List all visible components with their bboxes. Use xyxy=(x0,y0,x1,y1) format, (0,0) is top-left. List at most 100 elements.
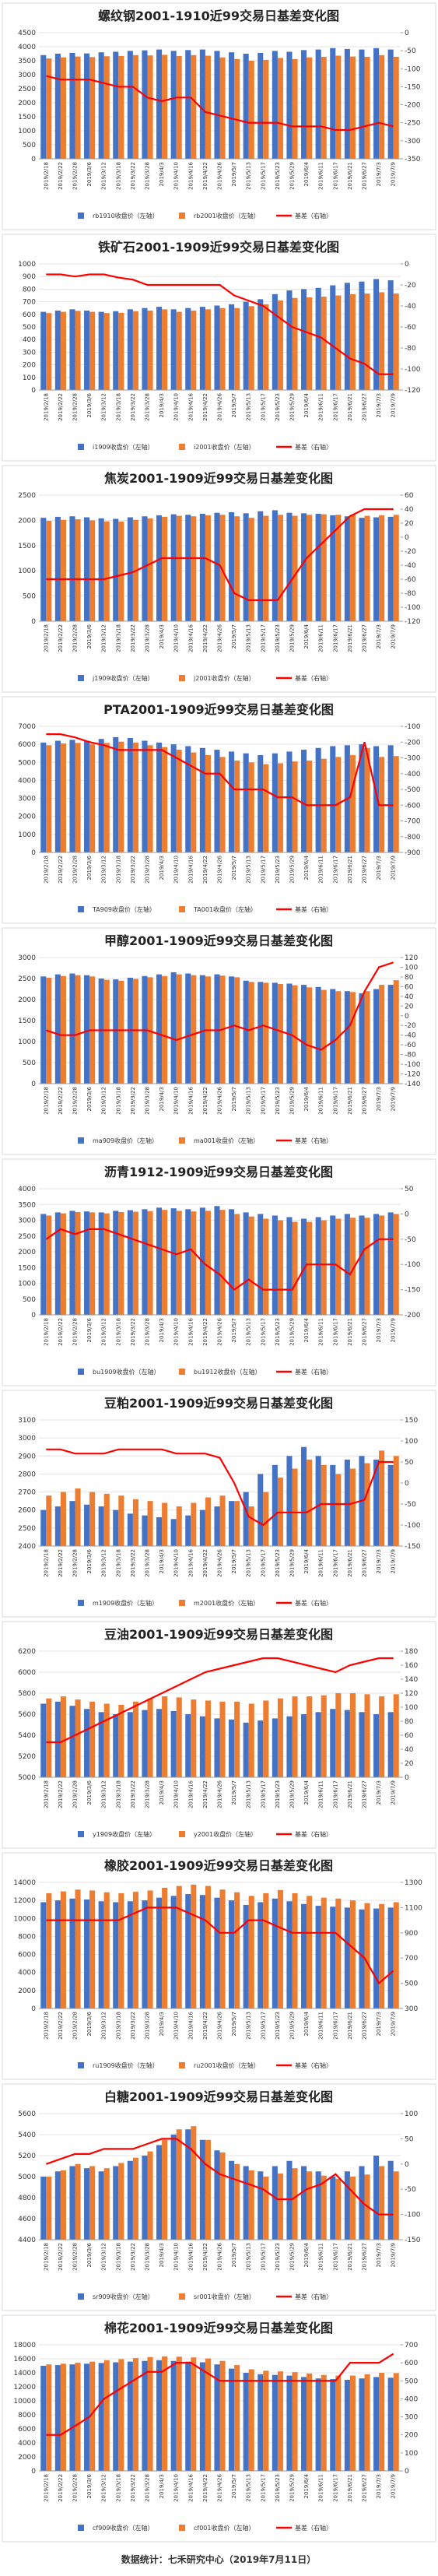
bar xyxy=(214,974,220,1084)
bar xyxy=(248,1896,254,2008)
bar xyxy=(344,1710,350,1777)
bar xyxy=(75,2163,81,2240)
y-tick-label: 2000 xyxy=(18,1987,36,1995)
bar xyxy=(330,515,336,621)
bar xyxy=(142,1710,148,1777)
bar xyxy=(393,2373,399,2471)
x-tick-label: 2019/2/18 xyxy=(43,2012,49,2040)
y2-tick-label: 50 xyxy=(405,1186,414,1193)
bar xyxy=(147,745,153,852)
bar xyxy=(84,310,90,390)
legend-swatch xyxy=(179,1137,185,1144)
bar xyxy=(272,753,278,852)
x-tick-label: 2019/3/22 xyxy=(130,393,136,421)
legend-label: sr001收盘价（左轴） xyxy=(194,2293,255,2300)
bar xyxy=(40,54,47,159)
bar xyxy=(162,2139,168,2240)
bar xyxy=(191,310,197,390)
y2-tick-label: 50 xyxy=(405,1459,414,1467)
y2-tick-label: 20 xyxy=(405,520,414,528)
bar xyxy=(69,973,75,1084)
bar xyxy=(127,1712,133,1777)
bar xyxy=(69,2166,75,2240)
bar xyxy=(176,1697,182,1777)
x-tick-label: 2019/6/4 xyxy=(303,161,310,186)
bar xyxy=(156,49,163,159)
bar xyxy=(40,311,47,390)
y2-tick-label: -300 xyxy=(405,755,421,763)
bar xyxy=(243,1904,249,2008)
x-tick-label: 2019/3/6 xyxy=(86,2011,93,2036)
x-tick-label: 2019/5/7 xyxy=(231,856,237,880)
y2-tick-label: -20 xyxy=(405,282,416,290)
bar xyxy=(69,1501,75,1546)
x-tick-label: 2019/6/27 xyxy=(362,856,368,884)
bar xyxy=(103,2168,110,2240)
x-tick-label: 2019/6/27 xyxy=(362,1318,368,1346)
bar xyxy=(292,2372,298,2471)
x-tick-label: 2019/3/22 xyxy=(130,856,136,884)
bar xyxy=(142,50,148,160)
bar xyxy=(321,2175,327,2240)
y-tick-label: 0 xyxy=(31,1312,36,1320)
y2-tick-label: 900 xyxy=(405,1930,418,1938)
x-tick-label: 2019/6/21 xyxy=(347,1087,353,1115)
legend-label: cf001收盘价（左轴） xyxy=(194,2524,254,2532)
bar xyxy=(147,2151,153,2240)
bar xyxy=(205,1211,211,1315)
bar xyxy=(46,745,52,852)
chart-title: 铁矿石2001-1909近99交易日基差变化图 xyxy=(98,240,339,255)
chart-title: 白糖2001-1909近99交易日基差变化图 xyxy=(104,2089,333,2104)
x-tick-label: 2019/2/22 xyxy=(58,1087,64,1115)
bar xyxy=(162,747,168,852)
bar xyxy=(243,301,249,390)
bar xyxy=(113,51,119,159)
x-tick-label: 2019/3/12 xyxy=(101,856,107,884)
bar xyxy=(89,2361,96,2471)
y-tick-label: 5200 xyxy=(18,1753,36,1761)
x-tick-label: 2019/6/11 xyxy=(318,1549,324,1577)
bar xyxy=(229,976,235,1084)
bar xyxy=(185,1209,191,1315)
bar xyxy=(243,513,249,621)
y-tick-label: 2500 xyxy=(18,492,36,500)
bar xyxy=(321,1464,327,1546)
x-tick-label: 2019/3/28 xyxy=(145,624,151,652)
bar xyxy=(170,514,177,621)
bar xyxy=(393,56,399,160)
y2-tick-label: -100 xyxy=(405,1261,421,1269)
y-tick-label: 4600 xyxy=(18,2216,36,2223)
bar xyxy=(162,2356,168,2471)
bar xyxy=(349,515,356,621)
bar xyxy=(98,2363,104,2471)
bar xyxy=(359,1215,365,1315)
bar xyxy=(84,1504,90,1546)
y-tick-label: 0 xyxy=(31,618,36,626)
y-tick-label: 6000 xyxy=(18,1952,36,1959)
bar xyxy=(373,279,380,390)
y2-tick-label: -60 xyxy=(405,1042,416,1049)
bar xyxy=(69,1898,75,2008)
x-tick-label: 2019/4/26 xyxy=(217,1548,223,1576)
legend-label: ru1909收盘价（左轴） xyxy=(93,2061,159,2069)
bar xyxy=(84,2363,90,2471)
bar xyxy=(142,740,148,852)
bar xyxy=(75,975,81,1084)
bar xyxy=(127,309,133,390)
bar xyxy=(321,1220,327,1315)
legend-label: j2001收盘价（左轴） xyxy=(193,674,255,682)
bar xyxy=(142,1900,148,2008)
x-tick-label: 2019/5/17 xyxy=(260,1549,266,1577)
x-tick-label: 2019/4/10 xyxy=(173,624,180,652)
y-tick-label: 3000 xyxy=(18,954,36,962)
bar xyxy=(118,312,124,390)
bar xyxy=(142,1209,148,1315)
chart-title: 甲醇2001-1909近99交易日基差变化图 xyxy=(104,933,333,948)
legend-swatch xyxy=(179,2062,185,2068)
bar xyxy=(127,2361,133,2471)
bar xyxy=(147,1698,153,1777)
bar xyxy=(234,308,240,390)
bar xyxy=(185,308,191,390)
bar xyxy=(103,1892,110,2008)
x-tick-label: 2019/7/9 xyxy=(391,856,397,880)
